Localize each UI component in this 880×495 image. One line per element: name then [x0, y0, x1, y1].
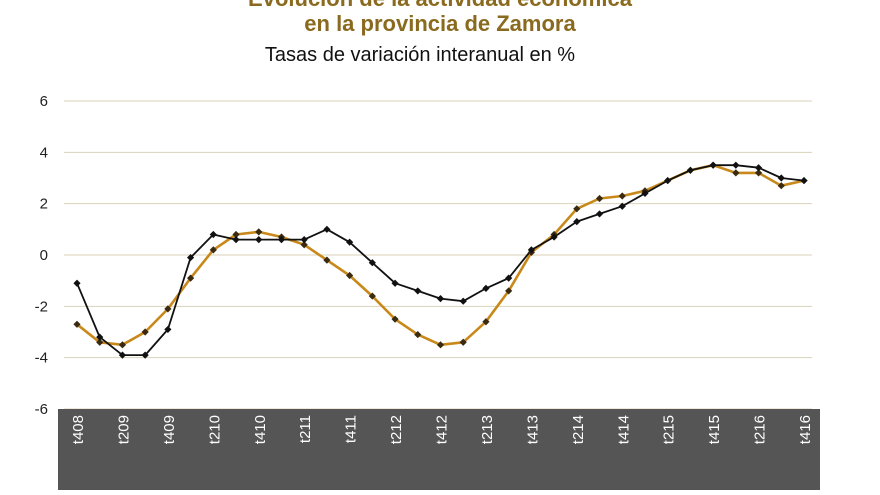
- data-point-series-2: [118, 351, 127, 359]
- x-axis-band: [58, 409, 820, 490]
- data-point-series-1: [323, 256, 331, 264]
- data-point-series-1: [459, 338, 467, 346]
- data-point-series-2: [664, 176, 672, 185]
- data-point-series-2: [550, 233, 558, 241]
- data-point-series-1: [436, 341, 445, 349]
- data-point-series-1: [573, 205, 581, 213]
- x-tick-label: t413: [524, 415, 541, 444]
- data-point-series-2: [732, 161, 740, 169]
- y-tick-label: -4: [35, 350, 48, 367]
- x-tick-label: t416: [797, 415, 814, 444]
- data-point-series-1: [777, 182, 785, 190]
- data-point-series-2: [323, 225, 331, 233]
- data-point-series-1: [209, 246, 217, 254]
- data-point-series-2: [391, 279, 399, 287]
- data-point-series-2: [73, 279, 81, 287]
- data-point-series-2: [482, 284, 490, 292]
- y-tick-label: 0: [40, 247, 48, 264]
- gridlines: [64, 100, 812, 410]
- data-point-series-1: [618, 192, 626, 200]
- data-point-series-1: [141, 328, 149, 336]
- x-tick-label: t209: [115, 415, 132, 444]
- data-point-series-1: [391, 315, 399, 323]
- data-point-series-1: [368, 292, 376, 300]
- x-tick-label: t414: [615, 415, 632, 444]
- data-point-series-1: [346, 271, 354, 280]
- series-line-2: [76, 164, 805, 357]
- data-point-series-2: [368, 259, 376, 267]
- y-tick-label: 2: [40, 196, 48, 213]
- data-point-series-1: [300, 241, 308, 249]
- data-point-series-2: [96, 333, 104, 341]
- data-point-series-1: [754, 169, 763, 177]
- data-point-series-1: [482, 318, 490, 326]
- data-point-series-2: [595, 210, 604, 218]
- data-point-series-2: [459, 297, 467, 305]
- data-point-series-2: [277, 236, 286, 244]
- x-tick-label: t411: [343, 415, 360, 443]
- x-tick-label: t410: [252, 415, 269, 444]
- data-point-series-2: [573, 218, 581, 226]
- chart-title-line-2: en la provincia de Zamora: [304, 11, 576, 36]
- x-tick-label: t216: [752, 415, 769, 444]
- data-point-series-1: [118, 341, 127, 349]
- x-tick-label: t210: [206, 415, 223, 444]
- data-point-series-2: [346, 238, 354, 246]
- data-point-series-2: [232, 236, 240, 244]
- x-tick-label: t409: [161, 415, 178, 444]
- y-tick-label: -6: [35, 401, 48, 418]
- x-tick-label: t211: [297, 415, 314, 443]
- data-point-series-2: [209, 230, 217, 239]
- y-tick-label: 4: [40, 144, 48, 161]
- data-point-series-1: [186, 274, 195, 282]
- data-point-series-2: [777, 174, 785, 182]
- x-tick-label: t412: [434, 415, 451, 444]
- data-point-series-1: [255, 228, 263, 236]
- data-point-series-1: [732, 169, 740, 177]
- y-axis-ticks: 6 4 2 0 -2 -4 -6: [35, 93, 48, 418]
- data-point-series-2: [709, 161, 717, 169]
- y-tick-label: -2: [35, 298, 48, 315]
- data-point-series-2: [505, 274, 513, 282]
- data-point-series-2: [141, 351, 149, 359]
- data-point-series-1: [595, 194, 604, 203]
- chart-title-line-1: Evolución de la actividad económica: [0, 0, 880, 11]
- x-tick-label: t408: [70, 415, 87, 444]
- data-point-series-1: [164, 305, 172, 313]
- data-point-series-1: [505, 287, 513, 295]
- data-point-series-1: [96, 338, 104, 346]
- x-tick-label: t415: [706, 415, 723, 444]
- data-point-series-2: [527, 246, 535, 254]
- data-point-series-1: [414, 330, 422, 339]
- data-point-series-2: [436, 295, 445, 303]
- data-point-series-2: [800, 176, 808, 185]
- x-axis-ticks: t408 t209 t409 t210 t410 t211 t411 t212 t412 t213…: [70, 415, 814, 444]
- data-point-series-2: [164, 325, 172, 334]
- x-tick-label: t212: [388, 415, 405, 444]
- x-tick-label: t215: [661, 415, 678, 444]
- chart-subtitle: Tasas de variación interanual en %: [264, 44, 576, 66]
- data-point-series-2: [618, 202, 626, 210]
- data-point-series-2: [686, 166, 695, 174]
- y-tick-label: 6: [40, 93, 48, 110]
- data-point-series-2: [414, 287, 422, 295]
- data-point-series-2: [641, 189, 649, 197]
- data-point-series-2: [255, 236, 263, 244]
- x-tick-label: t214: [570, 415, 587, 444]
- x-tick-label: t213: [479, 415, 496, 444]
- data-point-series-1: [73, 320, 81, 328]
- series-group: [73, 161, 808, 359]
- data-point-series-2: [754, 164, 763, 172]
- data-point-series-1: [232, 230, 240, 239]
- data-point-series-2: [300, 236, 308, 244]
- data-point-series-2: [186, 253, 195, 262]
